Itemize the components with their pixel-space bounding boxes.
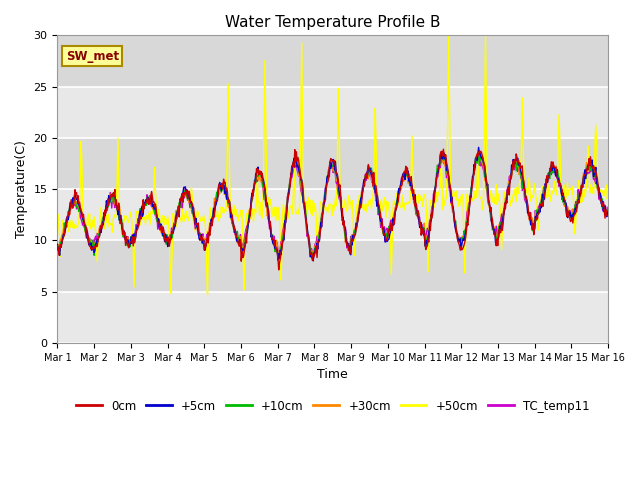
Text: SW_met: SW_met	[66, 50, 119, 63]
Title: Water Temperature Profile B: Water Temperature Profile B	[225, 15, 440, 30]
Bar	[58, 138, 608, 189]
Bar	[58, 291, 608, 343]
Bar	[58, 36, 608, 86]
Y-axis label: Temperature(C): Temperature(C)	[15, 140, 28, 238]
Bar	[58, 86, 608, 138]
Bar	[58, 189, 608, 240]
X-axis label: Time: Time	[317, 368, 348, 381]
Legend: 0cm, +5cm, +10cm, +30cm, +50cm, TC_temp11: 0cm, +5cm, +10cm, +30cm, +50cm, TC_temp1…	[71, 395, 595, 417]
Bar	[58, 240, 608, 291]
